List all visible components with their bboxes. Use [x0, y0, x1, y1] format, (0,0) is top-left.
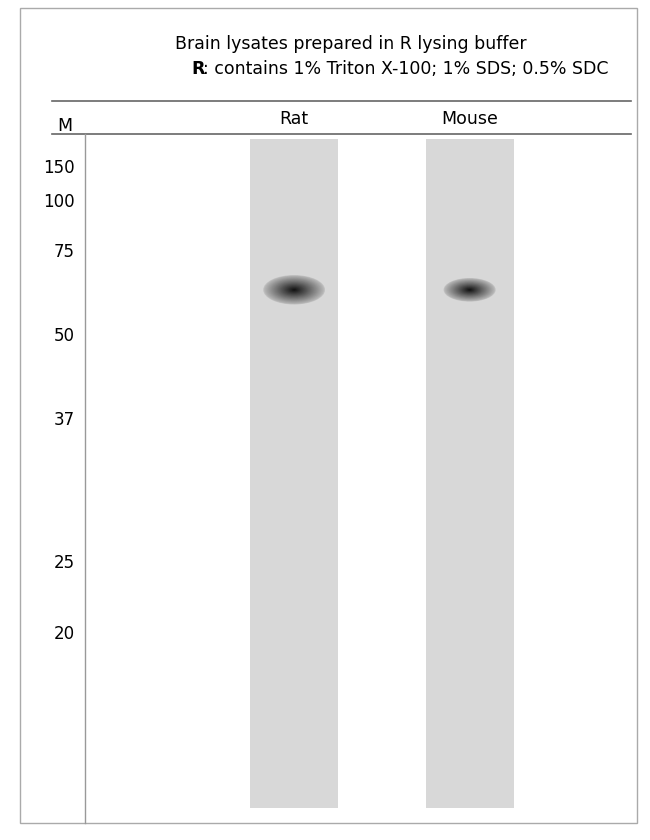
- Ellipse shape: [448, 281, 491, 299]
- Text: Brain lysates prepared in R lysing buffer: Brain lysates prepared in R lysing buffe…: [176, 34, 526, 53]
- Ellipse shape: [451, 281, 488, 298]
- Text: 75: 75: [54, 243, 75, 261]
- Ellipse shape: [460, 286, 479, 294]
- Ellipse shape: [458, 284, 482, 296]
- Text: M: M: [57, 117, 73, 135]
- Text: 20: 20: [53, 625, 75, 643]
- Ellipse shape: [281, 284, 307, 296]
- Text: 37: 37: [53, 411, 75, 429]
- Ellipse shape: [265, 276, 323, 303]
- Ellipse shape: [462, 286, 477, 293]
- Ellipse shape: [278, 282, 311, 297]
- Ellipse shape: [289, 287, 299, 292]
- Text: Mouse: Mouse: [441, 110, 498, 129]
- Ellipse shape: [288, 286, 300, 292]
- Ellipse shape: [272, 280, 316, 300]
- Ellipse shape: [447, 280, 492, 300]
- Ellipse shape: [279, 282, 309, 297]
- Ellipse shape: [463, 287, 476, 292]
- Ellipse shape: [446, 279, 493, 301]
- Ellipse shape: [283, 285, 306, 295]
- Ellipse shape: [459, 285, 480, 295]
- Text: R: R: [192, 60, 205, 78]
- Ellipse shape: [456, 284, 482, 296]
- Ellipse shape: [445, 279, 494, 301]
- Ellipse shape: [465, 288, 474, 291]
- Ellipse shape: [290, 288, 298, 291]
- Ellipse shape: [291, 288, 297, 291]
- Ellipse shape: [270, 279, 318, 301]
- Text: Rat: Rat: [280, 110, 309, 129]
- Ellipse shape: [287, 286, 302, 293]
- Ellipse shape: [456, 284, 484, 296]
- Ellipse shape: [450, 281, 489, 298]
- Ellipse shape: [450, 281, 489, 299]
- Ellipse shape: [285, 286, 304, 294]
- Ellipse shape: [461, 286, 478, 294]
- Ellipse shape: [274, 280, 315, 300]
- Ellipse shape: [445, 278, 495, 302]
- Ellipse shape: [464, 287, 474, 292]
- Ellipse shape: [286, 286, 302, 294]
- Ellipse shape: [274, 281, 314, 299]
- Text: 25: 25: [53, 554, 75, 572]
- Text: : contains 1% Triton X-100; 1% SDS; 0.5% SDC: : contains 1% Triton X-100; 1% SDS; 0.5%…: [203, 60, 609, 78]
- Ellipse shape: [277, 281, 311, 298]
- Ellipse shape: [293, 289, 295, 291]
- Ellipse shape: [276, 281, 313, 298]
- Ellipse shape: [281, 283, 307, 297]
- Ellipse shape: [270, 278, 318, 302]
- Ellipse shape: [266, 276, 322, 303]
- Text: 100: 100: [43, 192, 75, 211]
- Ellipse shape: [268, 277, 320, 302]
- Ellipse shape: [263, 275, 325, 304]
- Ellipse shape: [458, 285, 481, 295]
- Bar: [250, 139, 338, 808]
- Ellipse shape: [467, 289, 472, 291]
- Ellipse shape: [280, 283, 309, 297]
- Ellipse shape: [453, 282, 486, 297]
- Ellipse shape: [468, 289, 471, 291]
- Ellipse shape: [455, 283, 484, 297]
- Bar: [426, 139, 514, 808]
- Ellipse shape: [292, 289, 296, 291]
- Ellipse shape: [272, 279, 317, 301]
- Ellipse shape: [443, 278, 495, 302]
- Ellipse shape: [454, 283, 485, 297]
- Ellipse shape: [452, 282, 487, 297]
- Text: 50: 50: [54, 327, 75, 345]
- Text: 150: 150: [43, 159, 75, 177]
- Ellipse shape: [448, 280, 491, 300]
- Ellipse shape: [265, 276, 324, 304]
- Ellipse shape: [284, 285, 304, 295]
- Ellipse shape: [463, 286, 476, 293]
- Ellipse shape: [267, 277, 321, 302]
- Ellipse shape: [466, 288, 473, 291]
